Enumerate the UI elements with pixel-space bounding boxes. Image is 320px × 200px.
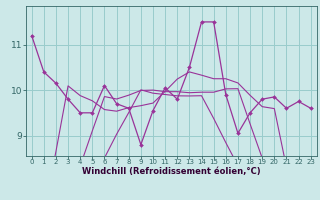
X-axis label: Windchill (Refroidissement éolien,°C): Windchill (Refroidissement éolien,°C): [82, 167, 260, 176]
